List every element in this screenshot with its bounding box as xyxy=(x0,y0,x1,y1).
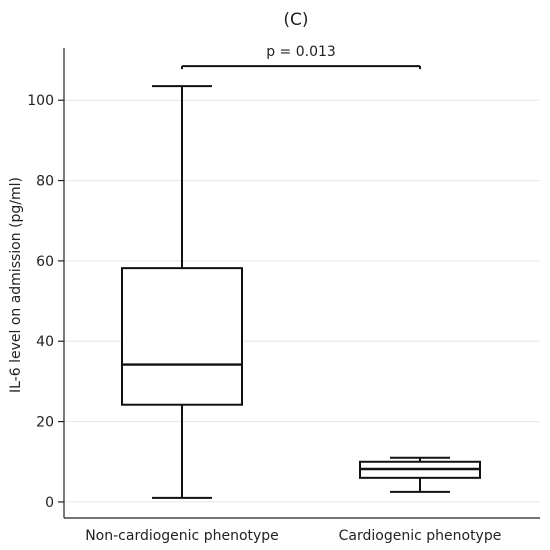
p-value-label: p = 0.013 xyxy=(266,44,336,60)
x-category-labels: Non-cardiogenic phenotype Cardiogenic phe… xyxy=(85,528,501,544)
box-1 xyxy=(359,456,481,493)
y-axis-label: IL-6 level on admission (pg/ml) xyxy=(8,177,24,393)
x-category-label-0: Non-cardiogenic phenotype xyxy=(85,528,279,544)
box-0 xyxy=(121,85,243,499)
y-tick-label-4: 80 xyxy=(36,174,54,190)
x-category-label-1: Cardiogenic phenotype xyxy=(339,528,502,544)
y-ticks: 0 20 40 60 80 100 xyxy=(27,93,64,511)
significance-annotation: p = 0.013 xyxy=(181,44,421,70)
chart-title: (C) xyxy=(283,10,308,30)
y-tick-label-1: 20 xyxy=(36,415,54,431)
axes xyxy=(63,48,540,519)
boxes xyxy=(121,85,481,499)
y-tick-label-0: 0 xyxy=(45,495,54,511)
y-tick-label-5: 100 xyxy=(27,93,54,109)
y-tick-label-2: 40 xyxy=(36,334,54,350)
y-tick-label-3: 60 xyxy=(36,254,54,270)
iqr-box xyxy=(121,267,243,406)
